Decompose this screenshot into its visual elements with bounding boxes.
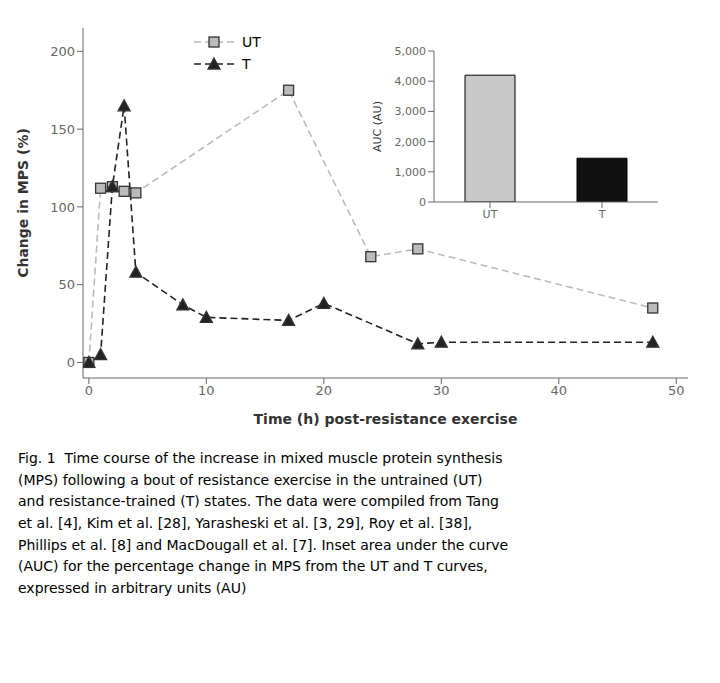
- svg-text:50: 50: [668, 383, 685, 398]
- html-text:(AUC) for the percentage chang: (AUC) for the percentage change in MPS f…: [18, 558, 488, 575]
- svg-text:30: 30: [433, 383, 450, 398]
- svg-text:0: 0: [85, 383, 93, 398]
- svg-text:T: T: [598, 208, 606, 221]
- svg-text:200: 200: [50, 44, 75, 59]
- svg-text:150: 150: [50, 122, 75, 137]
- html-text:Fig. 1 Time course of the incr: Fig. 1 Time course of the increase in mi…: [18, 450, 503, 466]
- svg-text:AUC (AU): AUC (AU): [371, 101, 384, 152]
- html-text:and resistance-trained (T) sta: and resistance-trained (T) states. The d…: [18, 493, 499, 510]
- svg-text:1,000: 1,000: [395, 166, 427, 179]
- svg-text:20: 20: [316, 383, 333, 398]
- svg-text:4,000: 4,000: [395, 75, 427, 88]
- html-text:Phillips et al. [8] and MacDou: Phillips et al. [8] and MacDougall et al…: [18, 536, 508, 553]
- svg-text:0: 0: [67, 355, 75, 370]
- svg-text:100: 100: [50, 200, 75, 215]
- svg-text:3,000: 3,000: [395, 105, 427, 118]
- svg-text:0: 0: [419, 196, 426, 209]
- svg-text:Change in MPS (%): Change in MPS (%): [15, 128, 31, 278]
- svg-text:2,000: 2,000: [395, 136, 427, 149]
- html-text:expressed in arbitrary units (: expressed in arbitrary units (AU): [18, 580, 247, 597]
- svg-text:5,000: 5,000: [395, 45, 427, 58]
- html-text:et al. [4], Kim et al. [28], Y: et al. [4], Kim et al. [28], Yarasheski …: [18, 515, 473, 532]
- svg-text:UT: UT: [483, 208, 498, 221]
- html-text:(MPS) following a bout of resi: (MPS) following a bout of resistance exe…: [18, 471, 483, 488]
- svg-text:50: 50: [58, 277, 75, 292]
- html-text:UT: UT: [241, 34, 261, 50]
- html-text:T: T: [241, 56, 251, 72]
- svg-text:40: 40: [551, 383, 568, 398]
- svg-text:Time (h) post-resistance exerc: Time (h) post-resistance exercise: [254, 411, 518, 427]
- svg-text:10: 10: [198, 383, 215, 398]
